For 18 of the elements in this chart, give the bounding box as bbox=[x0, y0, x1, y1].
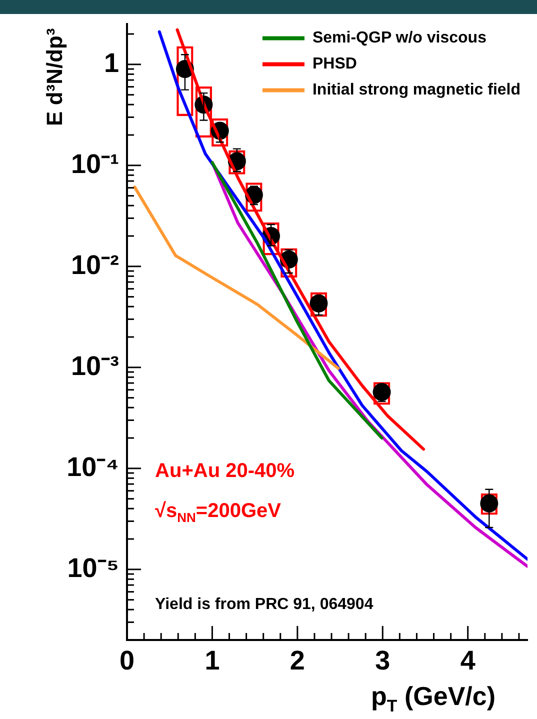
y-tick-label: 10⁻² bbox=[70, 250, 119, 280]
y-axis-title: E d³N/dp³ bbox=[42, 28, 67, 126]
y-tick-label: 10⁻³ bbox=[70, 350, 119, 381]
y-tick-label: 1 bbox=[104, 48, 119, 78]
x-tick-label: 4 bbox=[460, 646, 476, 676]
legend-label: PHSD bbox=[312, 56, 357, 73]
x-tick-label: 1 bbox=[204, 646, 220, 676]
x-tick-label: 3 bbox=[375, 646, 390, 676]
y-tick-label: 10⁻⁴ bbox=[66, 452, 119, 482]
point bbox=[310, 294, 328, 312]
legend-label: Semi-QGP w/o viscous bbox=[312, 30, 487, 47]
annotation: Au+Au 20-40% bbox=[155, 460, 295, 482]
annotation: Yield is from PRC 91, 064904 bbox=[155, 596, 374, 614]
legend-label: Initial strong magnetic field bbox=[312, 82, 521, 99]
x-tick-label: 2 bbox=[290, 646, 305, 676]
y-tick-label: 10⁻¹ bbox=[70, 148, 119, 179]
y-tick-label: 10⁻⁵ bbox=[67, 552, 119, 583]
x-tick-label: 0 bbox=[119, 646, 135, 676]
